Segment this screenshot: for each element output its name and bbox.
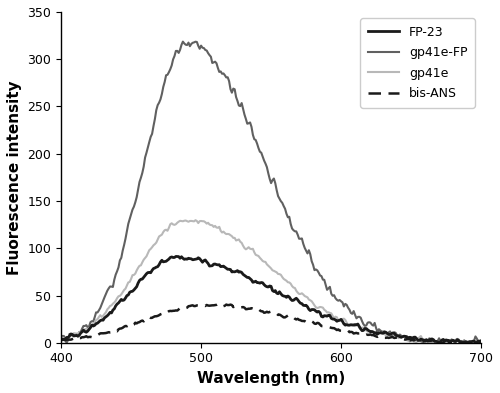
Legend: FP-23, gp41e-FP, gp41e, bis-ANS: FP-23, gp41e-FP, gp41e, bis-ANS (360, 18, 475, 108)
Y-axis label: Fluorescence intensity: Fluorescence intensity (7, 80, 22, 275)
X-axis label: Wavelength (nm): Wavelength (nm) (197, 371, 345, 386)
